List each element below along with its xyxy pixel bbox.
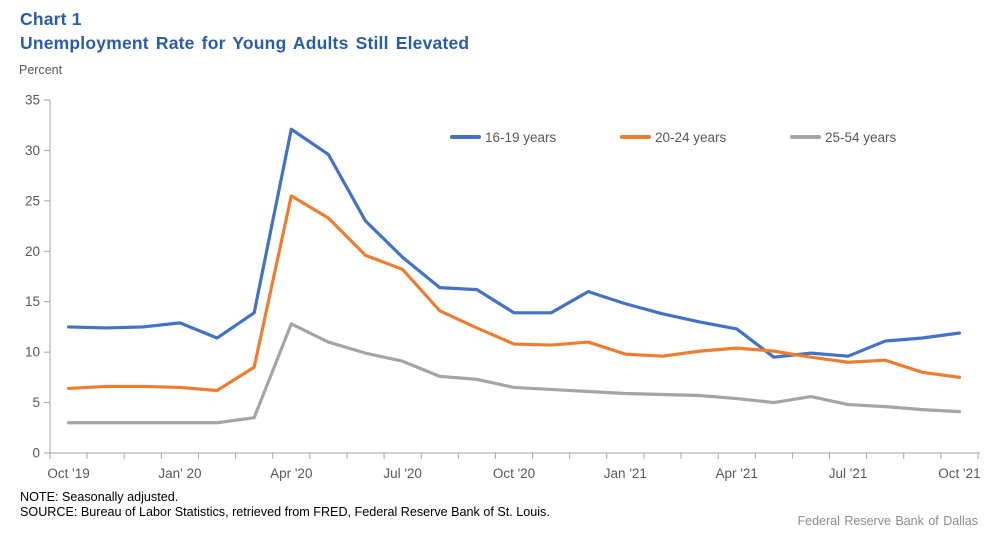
y-axis-unit-label: Percent: [19, 63, 63, 77]
y-tick-label: 30: [25, 143, 40, 158]
series-line-16-19-years: [66, 127, 962, 359]
y-tick-label: 35: [25, 93, 40, 108]
series-lines: [66, 127, 962, 425]
x-tick-label: Jan '21: [604, 466, 647, 481]
legend-item-25-54-years: 25-54 years: [790, 129, 896, 145]
source-text: SOURCE: Bureau of Labor Statistics, retr…: [20, 505, 550, 519]
x-tick-label: Apr '21: [716, 466, 758, 481]
legend-label: 25-54 years: [825, 129, 897, 145]
series-line-25-54-years: [66, 322, 962, 425]
footer-bank-name: Federal Reserve Bank of Dallas: [797, 514, 978, 528]
x-tick-label: Oct '19: [47, 466, 89, 481]
legend-item-16-19-years: 16-19 years: [450, 129, 556, 145]
y-tick-label: 5: [32, 395, 40, 410]
chart-title: Unemployment Rate for Young Adults Still…: [20, 33, 470, 53]
x-tick-label: Jan' 20: [158, 466, 201, 481]
y-tick-label: 20: [25, 244, 40, 259]
x-tick-label: Apr '20: [270, 466, 312, 481]
x-tick-label: Oct '20: [493, 466, 535, 481]
series-line-20-24-years: [66, 194, 962, 393]
chart-number-label: Chart 1: [20, 9, 82, 29]
y-tick-label: 0: [32, 446, 40, 461]
axes: [44, 99, 980, 459]
legend-line-swatch: [620, 135, 651, 139]
legend-line-swatch: [790, 135, 821, 139]
legend-item-20-24-years: 20-24 years: [620, 129, 726, 145]
legend-label: 16-19 years: [485, 129, 557, 145]
x-tick-label: Jul '21: [829, 466, 868, 481]
x-tick-label: Oct '21: [938, 466, 980, 481]
y-tick-label: 15: [25, 294, 40, 309]
x-tick-label: Jul '20: [383, 466, 422, 481]
y-tick-label: 10: [25, 345, 40, 360]
legend-label: 20-24 years: [655, 129, 727, 145]
legend-line-swatch: [450, 135, 481, 139]
y-tick-label: 25: [25, 193, 40, 208]
tick-labels: 0 5 10 15 20 25 30 35 Oct '19 Jan' 20 Apr '20 Jul '…: [25, 93, 981, 482]
note-text: NOTE: Seasonally adjusted.: [20, 490, 179, 504]
